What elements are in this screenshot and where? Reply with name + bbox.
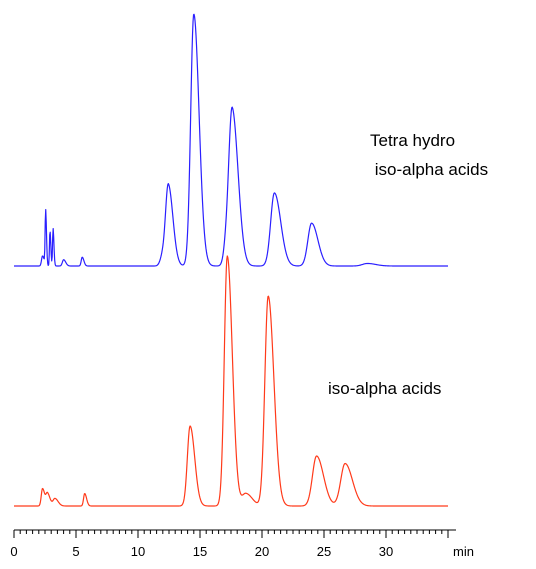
trace-tetra-hydro-iso-alpha-acids bbox=[13, 13, 449, 267]
tick-label-10: 10 bbox=[131, 544, 145, 559]
traces bbox=[13, 13, 449, 507]
x-axis: 0 5 10 15 20 25 30 min bbox=[10, 529, 474, 559]
tick-label-30: 30 bbox=[379, 544, 393, 559]
series-label-tetra-hydro-line-2: iso-alpha acids bbox=[370, 160, 488, 179]
tick-label-20: 20 bbox=[255, 544, 269, 559]
trace-iso-alpha-acids bbox=[13, 255, 449, 507]
tick-label-0: 0 bbox=[10, 544, 17, 559]
series-label-tetra-hydro-line-1: Tetra hydro bbox=[370, 131, 455, 150]
x-axis-label: min bbox=[453, 544, 474, 559]
tick-label-15: 15 bbox=[193, 544, 207, 559]
x-axis-tick-labels: 0 5 10 15 20 25 30 bbox=[10, 544, 393, 559]
tick-label-25: 25 bbox=[317, 544, 331, 559]
x-axis-ticks bbox=[13, 530, 449, 538]
series-label-iso-alpha: iso-alpha acids bbox=[328, 379, 441, 398]
tick-label-5: 5 bbox=[72, 544, 79, 559]
